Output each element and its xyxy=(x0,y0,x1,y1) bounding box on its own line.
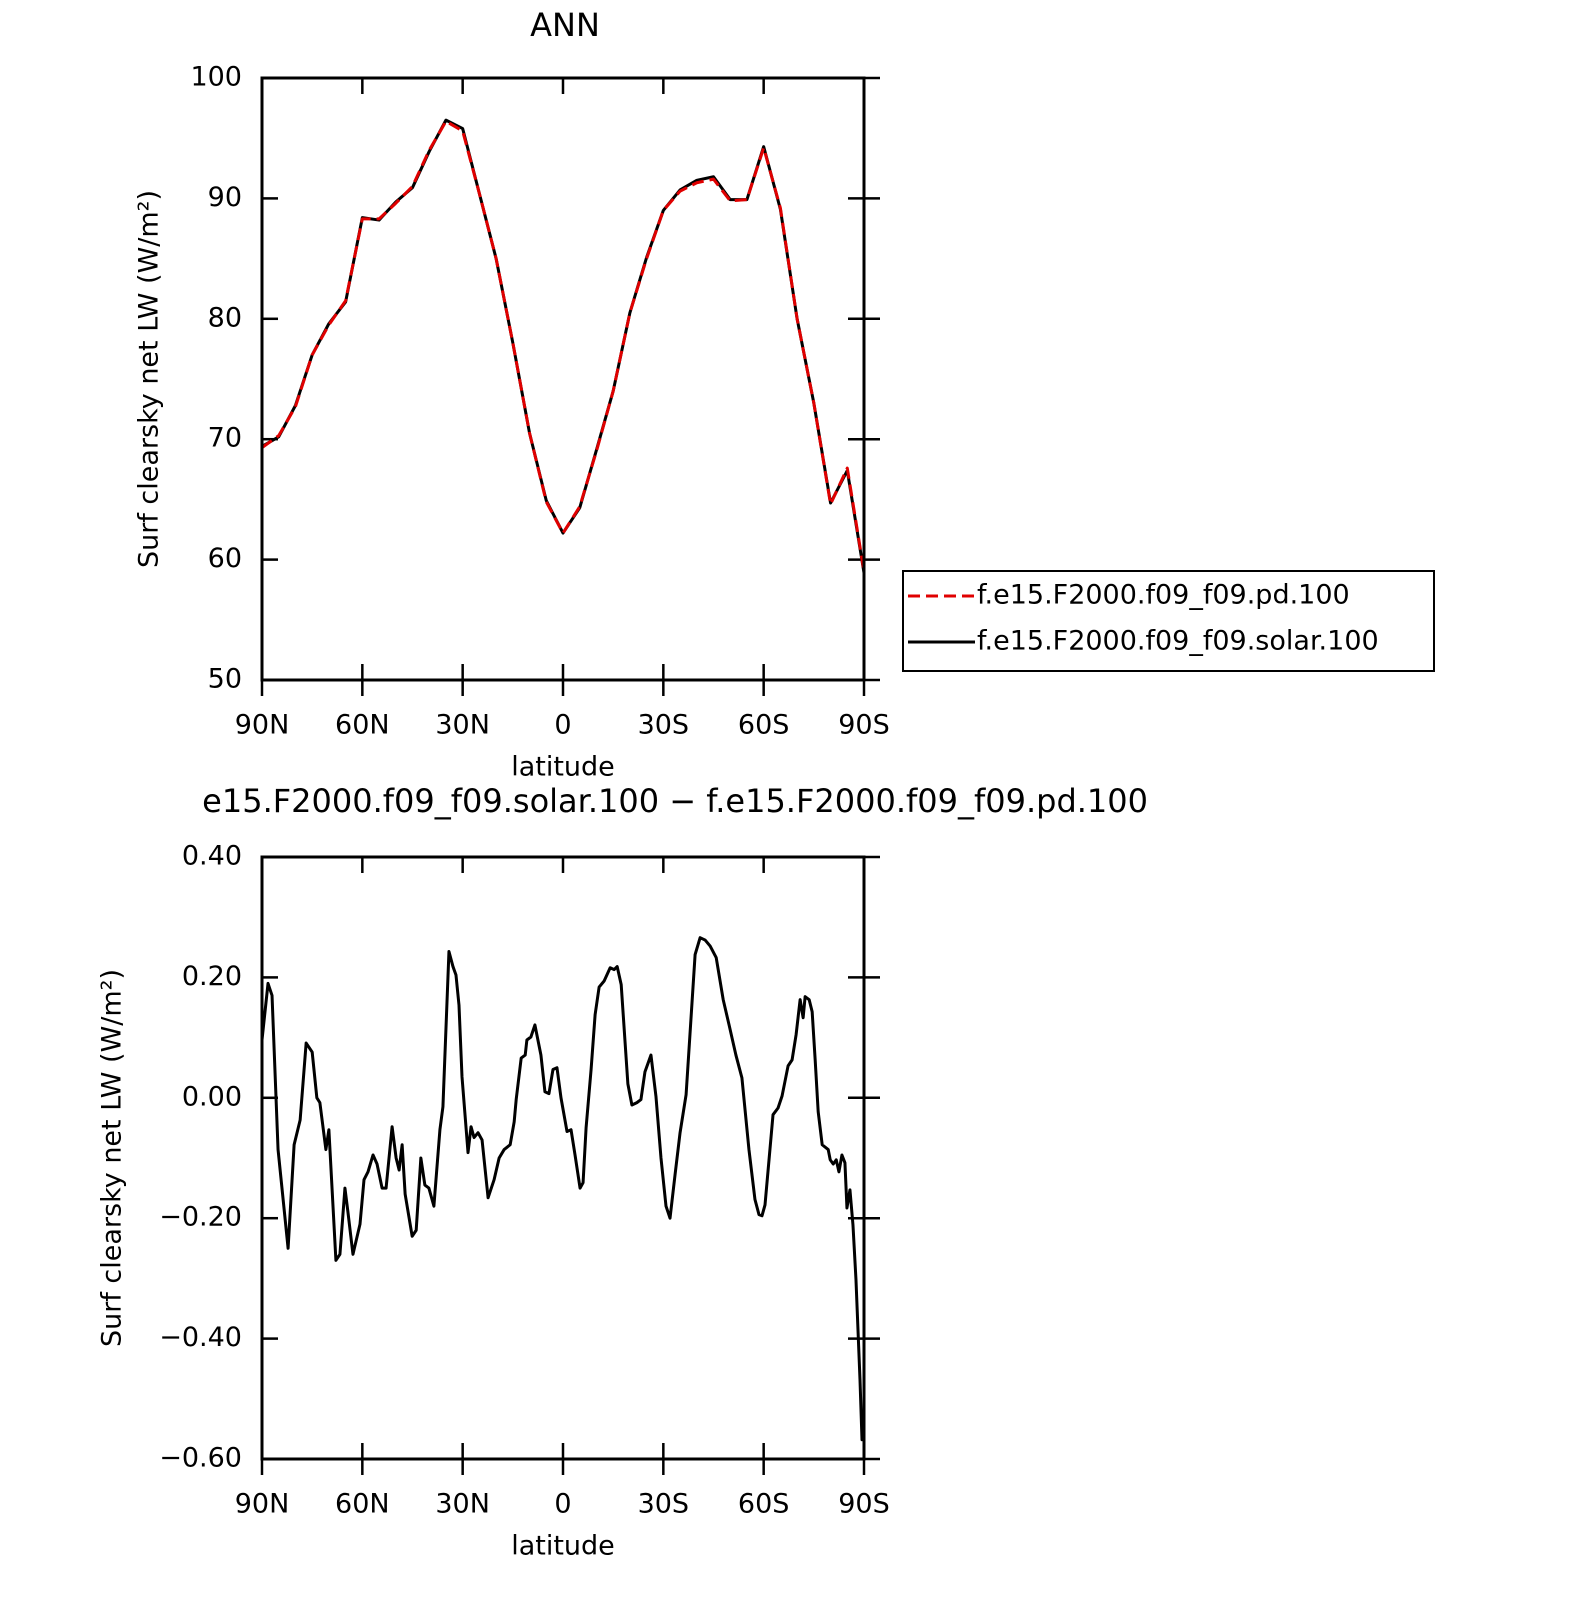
y-tick-label: 70 xyxy=(208,423,242,454)
x-tick-label: 90N xyxy=(235,710,290,741)
x-tick-label: 30S xyxy=(638,1489,690,1520)
x-tick-label: 30S xyxy=(638,710,690,741)
legend-label: f.e15.F2000.f09_f09.solar.100 xyxy=(977,626,1379,657)
x-tick-label: 60S xyxy=(738,1489,790,1520)
y-tick-label: −0.40 xyxy=(159,1322,242,1353)
x-tick-label: 90S xyxy=(838,1489,890,1520)
y-tick-label: 0.20 xyxy=(182,961,242,992)
x-axis-label: latitude xyxy=(511,1531,615,1562)
y-tick-label: 0.00 xyxy=(182,1081,242,1112)
y-axis-label: Surf clearsky net LW (W/m²) xyxy=(134,190,165,568)
x-tick-label: 90S xyxy=(838,710,890,741)
chart-title: ANN xyxy=(530,6,600,44)
y-tick-label: 80 xyxy=(208,302,242,333)
y-tick-label: 90 xyxy=(208,182,242,213)
x-tick-label: 60N xyxy=(335,710,390,741)
data-line xyxy=(261,119,866,572)
x-tick-label: 0 xyxy=(554,710,571,741)
y-axis-label: Surf clearsky net LW (W/m²) xyxy=(97,969,128,1347)
y-tick-label: −0.60 xyxy=(159,1443,242,1474)
data-line xyxy=(260,936,866,1442)
y-tick-label: 50 xyxy=(208,664,242,695)
chart-title: e15.F2000.f09_f09.solar.100 − f.e15.F200… xyxy=(202,782,1148,820)
x-axis-label: latitude xyxy=(511,752,615,783)
x-tick-label: 0 xyxy=(554,1489,571,1520)
y-tick-label: −0.20 xyxy=(159,1202,242,1233)
y-tick-label: 100 xyxy=(190,62,242,93)
x-tick-label: 30N xyxy=(435,1489,490,1520)
legend-box xyxy=(902,570,1435,672)
plot-frame xyxy=(260,855,866,1461)
plot-frame xyxy=(260,76,866,682)
y-tick-label: 0.40 xyxy=(182,841,242,872)
x-tick-label: 30N xyxy=(435,710,490,741)
y-tick-label: 60 xyxy=(208,543,242,574)
legend-label: f.e15.F2000.f09_f09.pd.100 xyxy=(977,580,1350,611)
x-tick-label: 90N xyxy=(235,1489,290,1520)
x-tick-label: 60S xyxy=(738,710,790,741)
x-tick-label: 60N xyxy=(335,1489,390,1520)
